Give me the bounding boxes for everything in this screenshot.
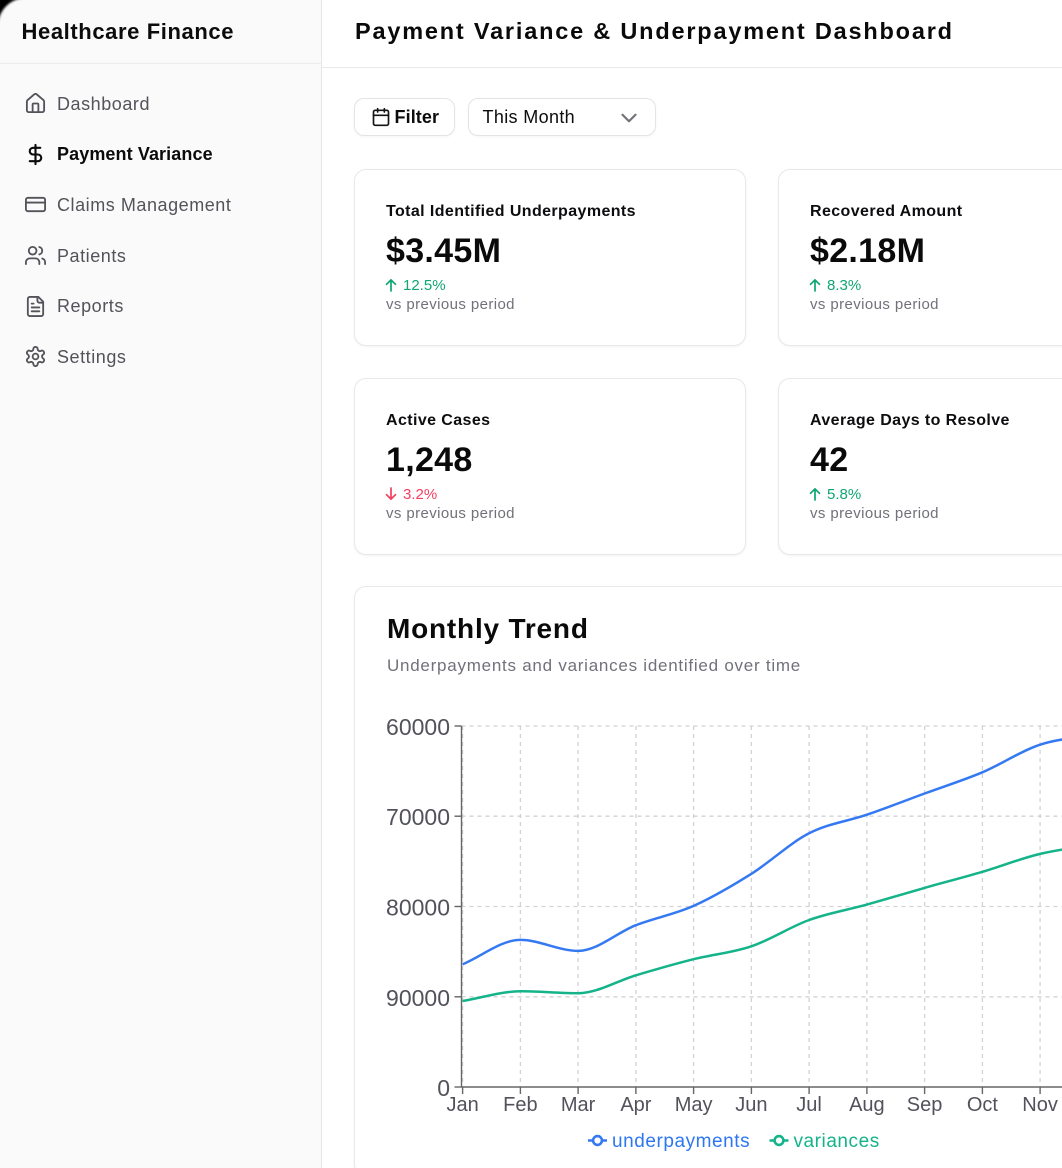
svg-text:Nov: Nov <box>1022 1094 1058 1116</box>
svg-text:Apr: Apr <box>620 1094 651 1116</box>
svg-text:90000: 90000 <box>386 985 450 1011</box>
svg-text:Feb: Feb <box>503 1094 537 1116</box>
svg-text:Sep: Sep <box>907 1094 943 1116</box>
svg-text:70000: 70000 <box>386 804 450 830</box>
svg-text:Mar: Mar <box>561 1094 596 1116</box>
svg-text:60000: 60000 <box>386 714 450 740</box>
svg-text:Jan: Jan <box>446 1094 478 1116</box>
svg-text:Oct: Oct <box>967 1094 999 1116</box>
svg-text:Jul: Jul <box>796 1094 822 1116</box>
svg-text:May: May <box>675 1094 713 1116</box>
svg-text:underpayments: underpayments <box>612 1131 750 1152</box>
svg-text:Jun: Jun <box>735 1094 767 1116</box>
svg-text:0: 0 <box>437 1075 450 1101</box>
svg-text:80000: 80000 <box>386 895 450 921</box>
svg-text:variances: variances <box>794 1131 880 1152</box>
svg-text:Aug: Aug <box>849 1094 885 1116</box>
